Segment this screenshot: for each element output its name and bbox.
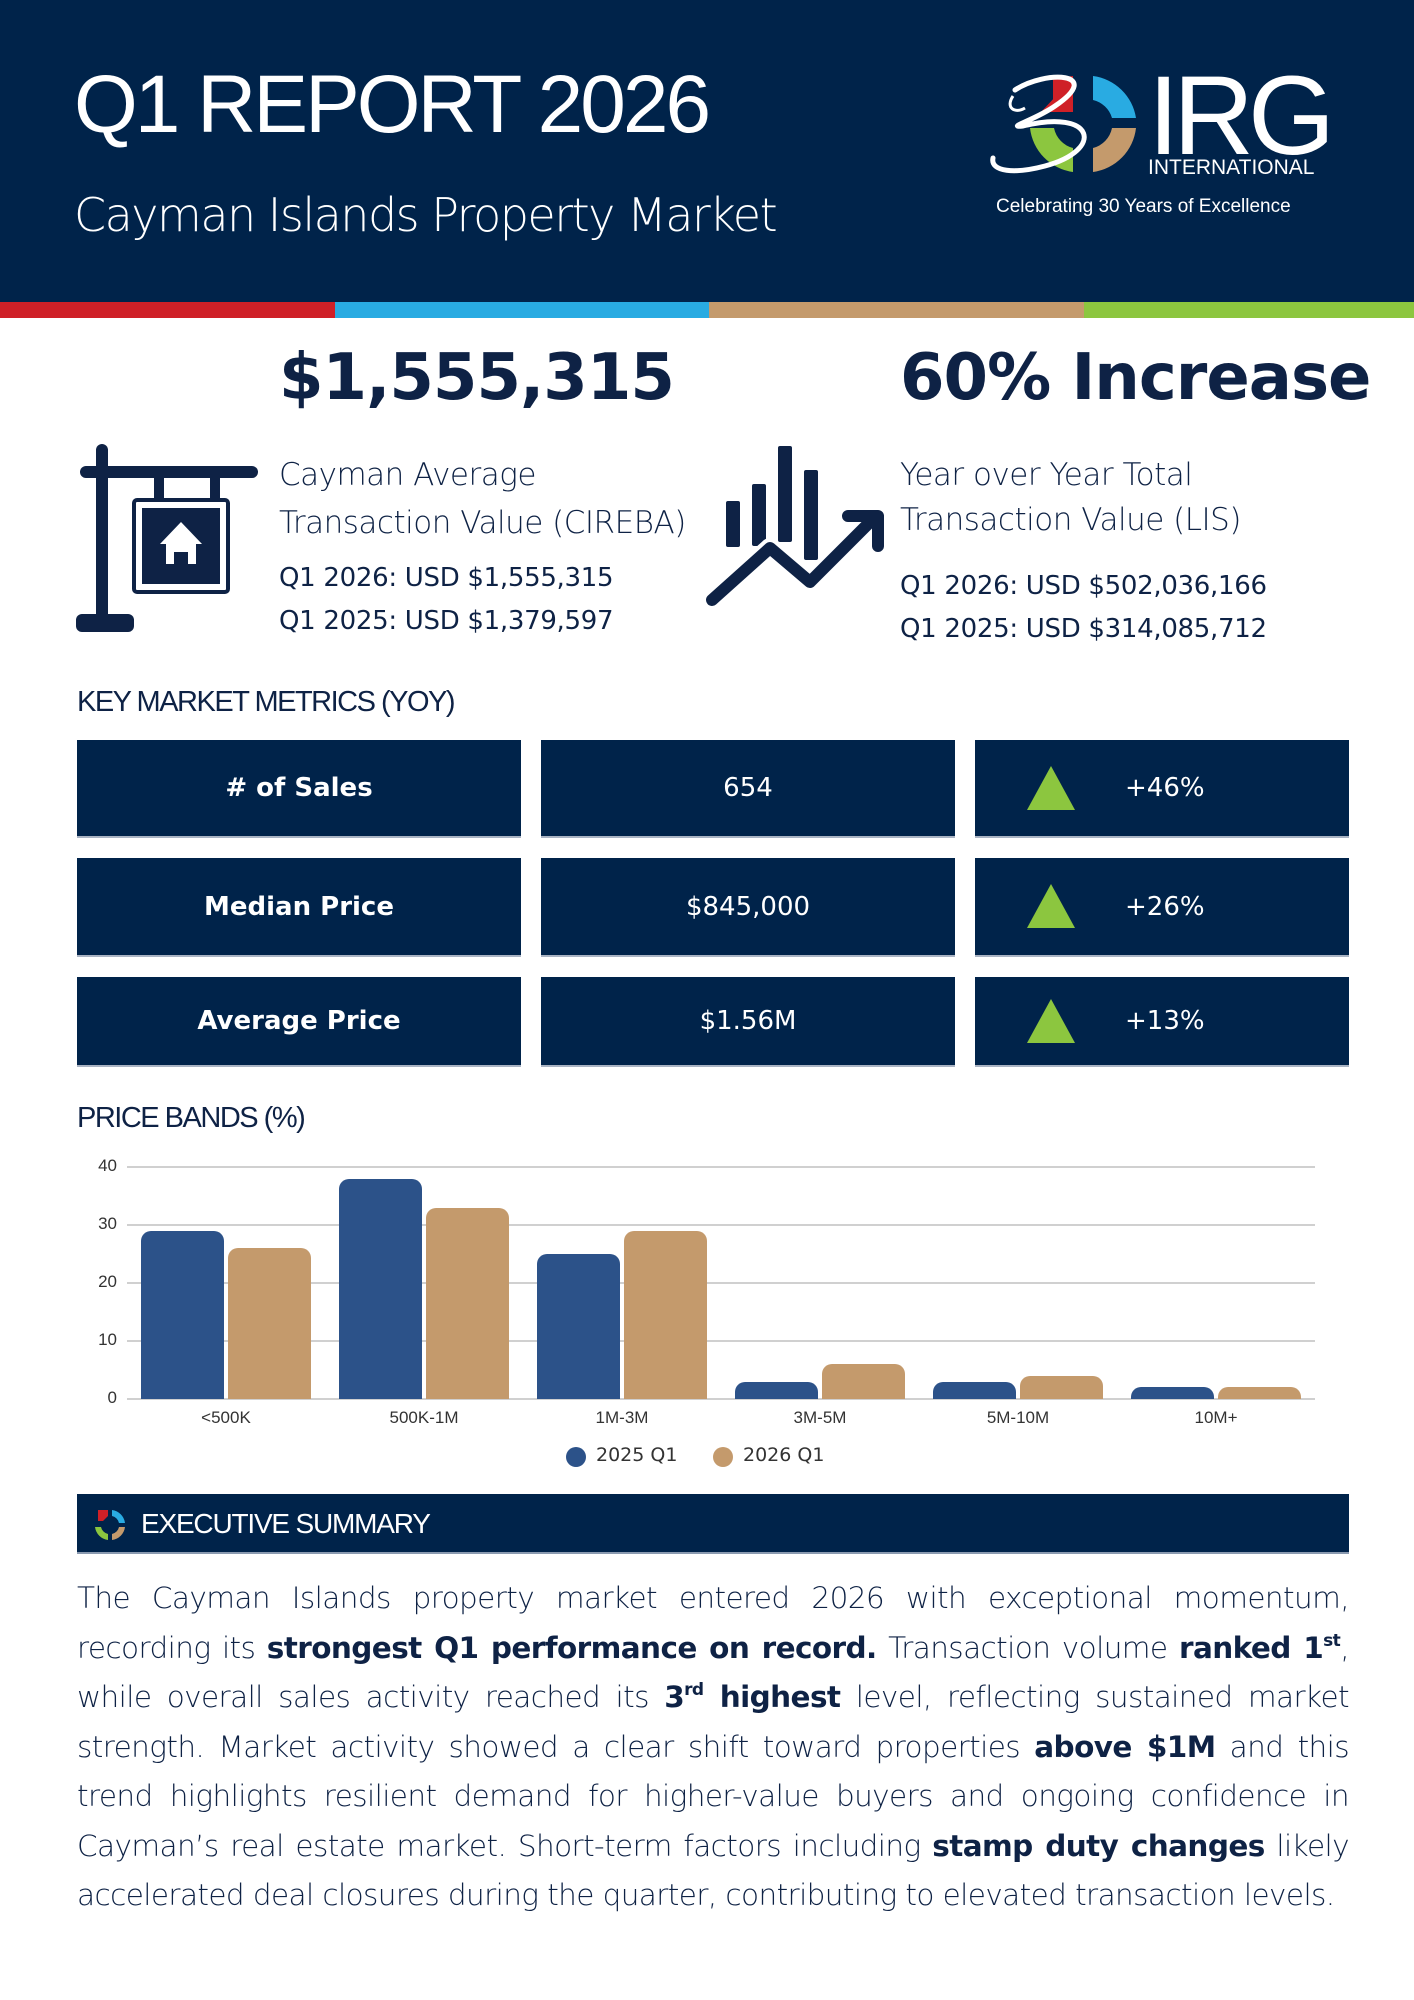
metric-value-average: $1.56M (541, 977, 955, 1067)
logo-tagline: Celebrating 30 Years of Excellence (996, 196, 1291, 217)
executive-summary-paragraph: The Cayman Islands property market enter… (77, 1574, 1350, 1921)
report-header (0, 0, 1414, 302)
metric-change-median: +26% (975, 858, 1349, 957)
summary-text: , while overall sales activity reached i… (77, 1630, 1350, 1715)
metric-label-sales: # of Sales (77, 740, 521, 838)
bar-2025-q1 (1131, 1387, 1214, 1399)
summary-emphasis: stamp duty changes (932, 1828, 1265, 1863)
x-tick-label: <500K (201, 1408, 251, 1427)
kpi-avg-transaction-2025: Q1 2025: USD $1,379,597 (279, 606, 614, 636)
y-tick-label: 30 (98, 1214, 117, 1233)
metric-change-average-value: +13% (1125, 1006, 1205, 1036)
kpi-yoy-increase-headline: 60% Increase (900, 341, 1371, 415)
metrics-section-title: KEY MARKET METRICS (YOY) (77, 686, 456, 718)
summary-emphasis: highest (703, 1680, 841, 1714)
executive-summary-header (77, 1494, 1349, 1554)
irg-30-logo-mark-icon (990, 74, 1136, 174)
bar-2025-q1 (141, 1230, 224, 1399)
up-arrow-icon (1027, 884, 1075, 928)
y-tick-label: 10 (98, 1330, 117, 1349)
bar-2025-q1 (735, 1381, 818, 1399)
stripe-red (0, 302, 335, 318)
logo-brand: IRG (1148, 53, 1335, 178)
summary-text: st (1323, 1630, 1341, 1651)
kpi-avg-transaction-label-1: Cayman Average (279, 457, 536, 493)
up-arrow-icon (1027, 766, 1075, 810)
executive-summary-title: EXECUTIVE SUMMARY (141, 1508, 431, 1539)
bar-2025-q1 (933, 1381, 1016, 1399)
summary-text: Transaction volume (876, 1630, 1179, 1665)
kpi-yoy-2026: Q1 2026: USD $502,036,166 (900, 571, 1267, 601)
gridline (127, 1224, 1315, 1226)
summary-emphasis: above $1M (1034, 1729, 1216, 1764)
bar-2026-q1 (228, 1248, 311, 1399)
up-arrow-icon (1027, 999, 1075, 1043)
bar-2026-q1 (426, 1207, 509, 1399)
summary-emphasis: ranked 1 (1179, 1630, 1324, 1665)
irg-ring-icon (95, 1510, 125, 1540)
metric-change-average: +13% (975, 977, 1349, 1067)
stripe-blue (335, 302, 709, 318)
legend-dot-icon (566, 1447, 586, 1467)
house-for-sale-sign-icon (76, 444, 258, 632)
y-tick-label: 20 (98, 1272, 117, 1291)
x-tick-label: 10M+ (1194, 1408, 1238, 1427)
kpi-avg-transaction-2026: Q1 2026: USD $1,555,315 (279, 563, 614, 593)
stripe-tan (709, 302, 1084, 318)
summary-text: rd (684, 1680, 704, 1700)
logo-international: INTERNATIONAL (1148, 156, 1315, 179)
report-title: Q1 REPORT 2026 (74, 59, 711, 150)
summary-text: level, reflecting sustained market stren… (77, 1680, 1350, 1764)
gridline (127, 1282, 1315, 1284)
x-tick-label: 3M-5M (793, 1408, 847, 1427)
legend-label: 2025 Q1 (596, 1444, 678, 1466)
price-bands-title: PRICE BANDS (%) (77, 1102, 306, 1134)
kpi-avg-transaction-headline: $1,555,315 (279, 341, 675, 415)
x-tick-label: 1M-3M (595, 1408, 649, 1427)
bar-2026-q1 (624, 1230, 707, 1399)
y-tick-label: 0 (107, 1388, 117, 1407)
y-tick-label: 40 (98, 1156, 117, 1175)
stripe-green (1084, 302, 1414, 318)
summary-emphasis: 3 (664, 1680, 685, 1714)
bar-2026-q1 (822, 1364, 905, 1399)
kpi-yoy-label-2: Transaction Value (LIS) (900, 502, 1241, 538)
x-tick-label: 5M-10M (986, 1408, 1050, 1427)
kpi-yoy-label-1: Year over Year Total (900, 457, 1193, 493)
metric-label-median: Median Price (77, 858, 521, 957)
bar-2026-q1 (1218, 1387, 1301, 1399)
metric-change-sales-value: +46% (1125, 773, 1205, 803)
metric-label-average: Average Price (77, 977, 521, 1067)
bar-2025-q1 (339, 1178, 422, 1399)
summary-emphasis: strongest Q1 performance on record. (266, 1630, 877, 1665)
kpi-avg-transaction-label-2: Transaction Value (CIREBA) (279, 505, 686, 541)
gridline (127, 1340, 1315, 1342)
bar-2026-q1 (1020, 1375, 1103, 1399)
bar-2025-q1 (537, 1254, 620, 1399)
metric-value-median: $845,000 (541, 858, 955, 957)
metric-change-sales: +46% (975, 740, 1349, 838)
report-subtitle: Cayman Islands Property Market (74, 188, 778, 242)
legend-dot-icon (713, 1447, 733, 1467)
x-tick-label: 500K-1M (389, 1408, 459, 1427)
gridline (127, 1166, 1315, 1168)
gridline (127, 1398, 1315, 1400)
summary-text: and this trend highlights resilient dema… (77, 1729, 1350, 1863)
summary-text: The Cayman Islands property market enter… (77, 1581, 1350, 1665)
growth-chart-arrow-icon (706, 446, 884, 608)
summary-text: likely accelerated deal closures during … (77, 1828, 1350, 1913)
legend-label: 2026 Q1 (743, 1444, 825, 1466)
metric-value-sales: 654 (541, 740, 955, 838)
metric-change-median-value: +26% (1125, 891, 1205, 922)
kpi-yoy-2025: Q1 2025: USD $314,085,712 (900, 614, 1267, 644)
